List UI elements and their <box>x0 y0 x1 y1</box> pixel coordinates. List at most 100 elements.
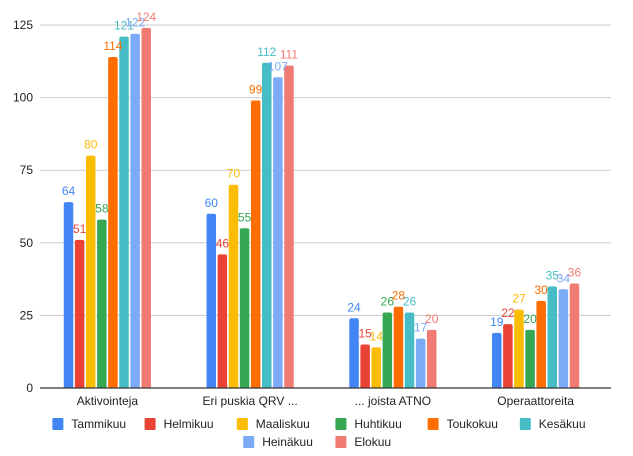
legend-item-tammikuu[interactable]: Tammikuu <box>52 417 126 431</box>
data-label: 46 <box>216 236 230 250</box>
legend: Tammikuu Helmikuu Maaliskuu Huhtikuu Toukoku… <box>52 417 586 449</box>
legend-label: Maaliskuu <box>256 417 310 431</box>
legend-item-heinäkuu[interactable]: Heinäkuu <box>243 435 313 449</box>
legend-item-elokuu[interactable]: Elokuu <box>335 435 391 449</box>
x-category-label: Operaattoreita <box>497 394 574 408</box>
y-tick-label: 50 <box>20 236 34 250</box>
data-label: 27 <box>512 292 526 306</box>
y-axis-ticks: 0 25 50 75 100 125 <box>13 18 33 395</box>
data-label: 30 <box>534 283 548 297</box>
y-tick-label: 75 <box>20 163 34 177</box>
legend-swatch <box>144 418 156 430</box>
bar-toukokuu-2 <box>393 306 404 388</box>
bar-maaliskuu-1 <box>228 184 239 388</box>
data-label: 80 <box>84 138 98 152</box>
y-tick-label: 100 <box>13 91 33 105</box>
legend-label: Toukokuu <box>447 417 498 431</box>
legend-item-toukokuu[interactable]: Toukokuu <box>427 417 498 431</box>
legend-item-huhtikuu[interactable]: Huhtikuu <box>335 417 402 431</box>
x-category-label: ... joista ATNO <box>355 394 431 408</box>
data-label: 107 <box>268 59 288 73</box>
data-label: 20 <box>523 312 537 326</box>
data-label: 19 <box>490 315 504 329</box>
data-label: 124 <box>136 10 156 24</box>
data-label: 15 <box>358 326 372 340</box>
bar-tammikuu-0 <box>63 202 74 388</box>
bar-toukokuu-3 <box>536 300 546 388</box>
bar-helmikuu-0 <box>74 239 85 388</box>
data-label: 24 <box>347 300 361 314</box>
data-label: 20 <box>425 312 439 326</box>
bar-huhtikuu-0 <box>97 219 107 388</box>
x-category-label: Aktivointeja <box>77 394 139 408</box>
data-label: 111 <box>280 48 299 62</box>
legend-item-kesäkuu[interactable]: Kesäkuu <box>519 417 586 431</box>
data-label: 64 <box>62 184 76 198</box>
legend-label: Tammikuu <box>71 417 126 431</box>
bar-elokuu-0 <box>141 27 151 389</box>
data-label: 34 <box>557 271 571 285</box>
bar-kesäkuu-3 <box>547 286 558 388</box>
legend-swatch <box>243 436 255 448</box>
bar-huhtikuu-2 <box>382 312 393 388</box>
bar-heinäkuu-2 <box>415 338 426 388</box>
bar-maaliskuu-3 <box>514 309 524 388</box>
legend-swatch <box>427 418 439 430</box>
bar-tammikuu-1 <box>206 213 217 388</box>
data-label: 121 <box>114 19 134 33</box>
bar-toukokuu-0 <box>108 56 118 388</box>
legend-item-maaliskuu[interactable]: Maaliskuu <box>236 417 310 431</box>
legend-swatch <box>52 418 64 430</box>
legend-item-helmikuu[interactable]: Helmikuu <box>144 417 214 431</box>
bars <box>63 27 580 389</box>
data-label: 51 <box>73 222 87 236</box>
data-label: 36 <box>568 265 582 279</box>
data-label: 114 <box>103 39 122 53</box>
legend-label: Huhtikuu <box>354 417 401 431</box>
bar-elokuu-1 <box>284 65 294 388</box>
y-tick-label: 125 <box>13 18 33 32</box>
legend-label: Elokuu <box>354 435 391 449</box>
bar-elokuu-2 <box>426 329 437 388</box>
data-label: 122 <box>125 16 145 30</box>
y-tick-label: 0 <box>26 381 33 395</box>
legend-label: Kesäkuu <box>539 417 586 431</box>
data-label: 17 <box>414 321 428 335</box>
legend-swatch <box>519 418 531 430</box>
bar-toukokuu-1 <box>250 100 261 388</box>
bar-kesäkuu-2 <box>404 312 415 388</box>
data-label: 26 <box>381 294 395 308</box>
bar-kesäkuu-0 <box>119 36 129 389</box>
x-axis-categories: Aktivointeja Eri puskia QRV ... ... joista… <box>77 394 575 408</box>
data-label: 55 <box>238 210 252 224</box>
bar-elokuu-3 <box>569 283 580 388</box>
legend-label: Helmikuu <box>164 417 214 431</box>
data-label: 58 <box>95 202 109 216</box>
bar-maaliskuu-2 <box>371 347 381 388</box>
bar-helmikuu-2 <box>360 344 370 388</box>
bar-heinäkuu-3 <box>558 289 569 388</box>
data-label: 26 <box>403 294 417 308</box>
legend-swatch <box>335 418 347 430</box>
legend-label: Heinäkuu <box>262 435 313 449</box>
bar-helmikuu-1 <box>217 254 228 388</box>
bar-tammikuu-2 <box>349 318 359 388</box>
data-label: 60 <box>205 196 219 210</box>
data-label: 28 <box>392 289 406 303</box>
data-label: 112 <box>257 45 276 59</box>
data-label: 70 <box>227 167 241 181</box>
data-label: 22 <box>501 306 515 320</box>
legend-swatch <box>335 436 347 448</box>
legend-swatch <box>236 418 248 430</box>
bar-huhtikuu-1 <box>239 228 250 388</box>
bar-huhtikuu-3 <box>525 329 535 388</box>
bar-tammikuu-3 <box>492 332 502 388</box>
data-label: 14 <box>370 329 384 343</box>
data-label: 35 <box>546 268 560 282</box>
bar-heinäkuu-1 <box>273 77 283 388</box>
data-label: 99 <box>249 83 263 97</box>
bar-kesäkuu-1 <box>262 62 272 388</box>
x-category-label: Eri puskia QRV ... <box>203 394 298 408</box>
